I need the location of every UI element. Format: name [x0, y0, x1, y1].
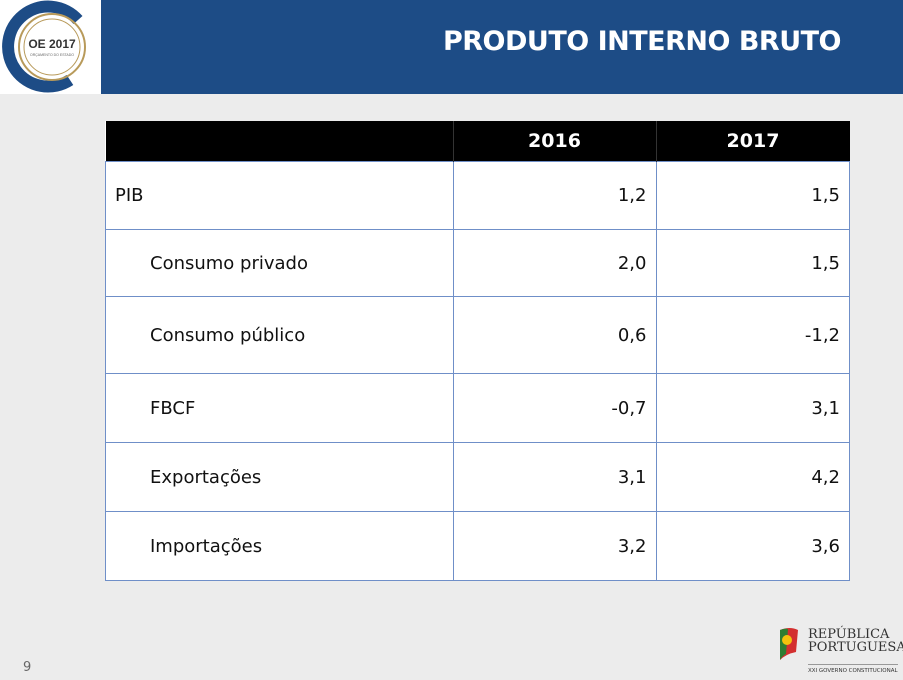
oe2017-logo: OE 2017 ORÇAMENTO DO ESTADO [0, 0, 101, 94]
table-header-row: 2016 2017 [105, 121, 850, 162]
table-row: FBCF -0,7 3,1 [105, 373, 850, 443]
gdp-table: 2016 2017 PIB 1,2 1,5 Consumo privado 2,0 1,… [105, 121, 850, 581]
cell-2016: 2,0 [452, 229, 657, 297]
brand-line-2: PORTUGUESA [808, 640, 903, 655]
cell-2016: 1,2 [452, 161, 657, 230]
table-row: Consumo privado 2,0 1,5 [105, 229, 850, 297]
row-label: PIB [105, 161, 454, 230]
cell-2016: -0,7 [452, 373, 657, 443]
table-row: Exportações 3,1 4,2 [105, 442, 850, 512]
cell-2017: -1,2 [655, 296, 850, 374]
republica-portuguesa-logo: REPÚBLICA PORTUGUESA XXI GOVERNO CONSTITU… [776, 626, 903, 674]
cell-2017: 4,2 [655, 442, 850, 512]
cell-2017: 3,1 [655, 373, 850, 443]
row-label: Consumo público [105, 296, 454, 374]
cell-2017: 1,5 [655, 229, 850, 297]
row-label: FBCF [105, 373, 454, 443]
row-label: Importações [105, 511, 454, 581]
cell-2016: 0,6 [452, 296, 657, 374]
table-row: Consumo público 0,6 -1,2 [105, 296, 850, 374]
cell-2016: 3,2 [452, 511, 657, 581]
flag-icon [780, 628, 798, 660]
brand-line-1: REPÚBLICA [808, 627, 890, 642]
column-header [105, 121, 453, 162]
header-bar: PRODUTO INTERNO BRUTO [101, 0, 903, 94]
row-label: Exportações [105, 442, 454, 512]
svg-text:OE 2017: OE 2017 [28, 37, 76, 51]
row-label: Consumo privado [105, 229, 454, 297]
brand-subtitle: XXI GOVERNO CONSTITUCIONAL [808, 664, 898, 674]
page-title: PRODUTO INTERNO BRUTO [442, 26, 842, 57]
table-row: PIB 1,2 1,5 [105, 161, 850, 230]
cell-2017: 1,5 [655, 161, 850, 230]
column-header: 2016 [452, 121, 656, 162]
svg-text:ORÇAMENTO DO ESTADO: ORÇAMENTO DO ESTADO [30, 53, 74, 57]
cell-2016: 3,1 [452, 442, 657, 512]
table-row: Importações 3,2 3,6 [105, 511, 850, 581]
column-header: 2017 [655, 121, 850, 162]
page-number: 9 [23, 660, 32, 675]
cell-2017: 3,6 [655, 511, 850, 581]
